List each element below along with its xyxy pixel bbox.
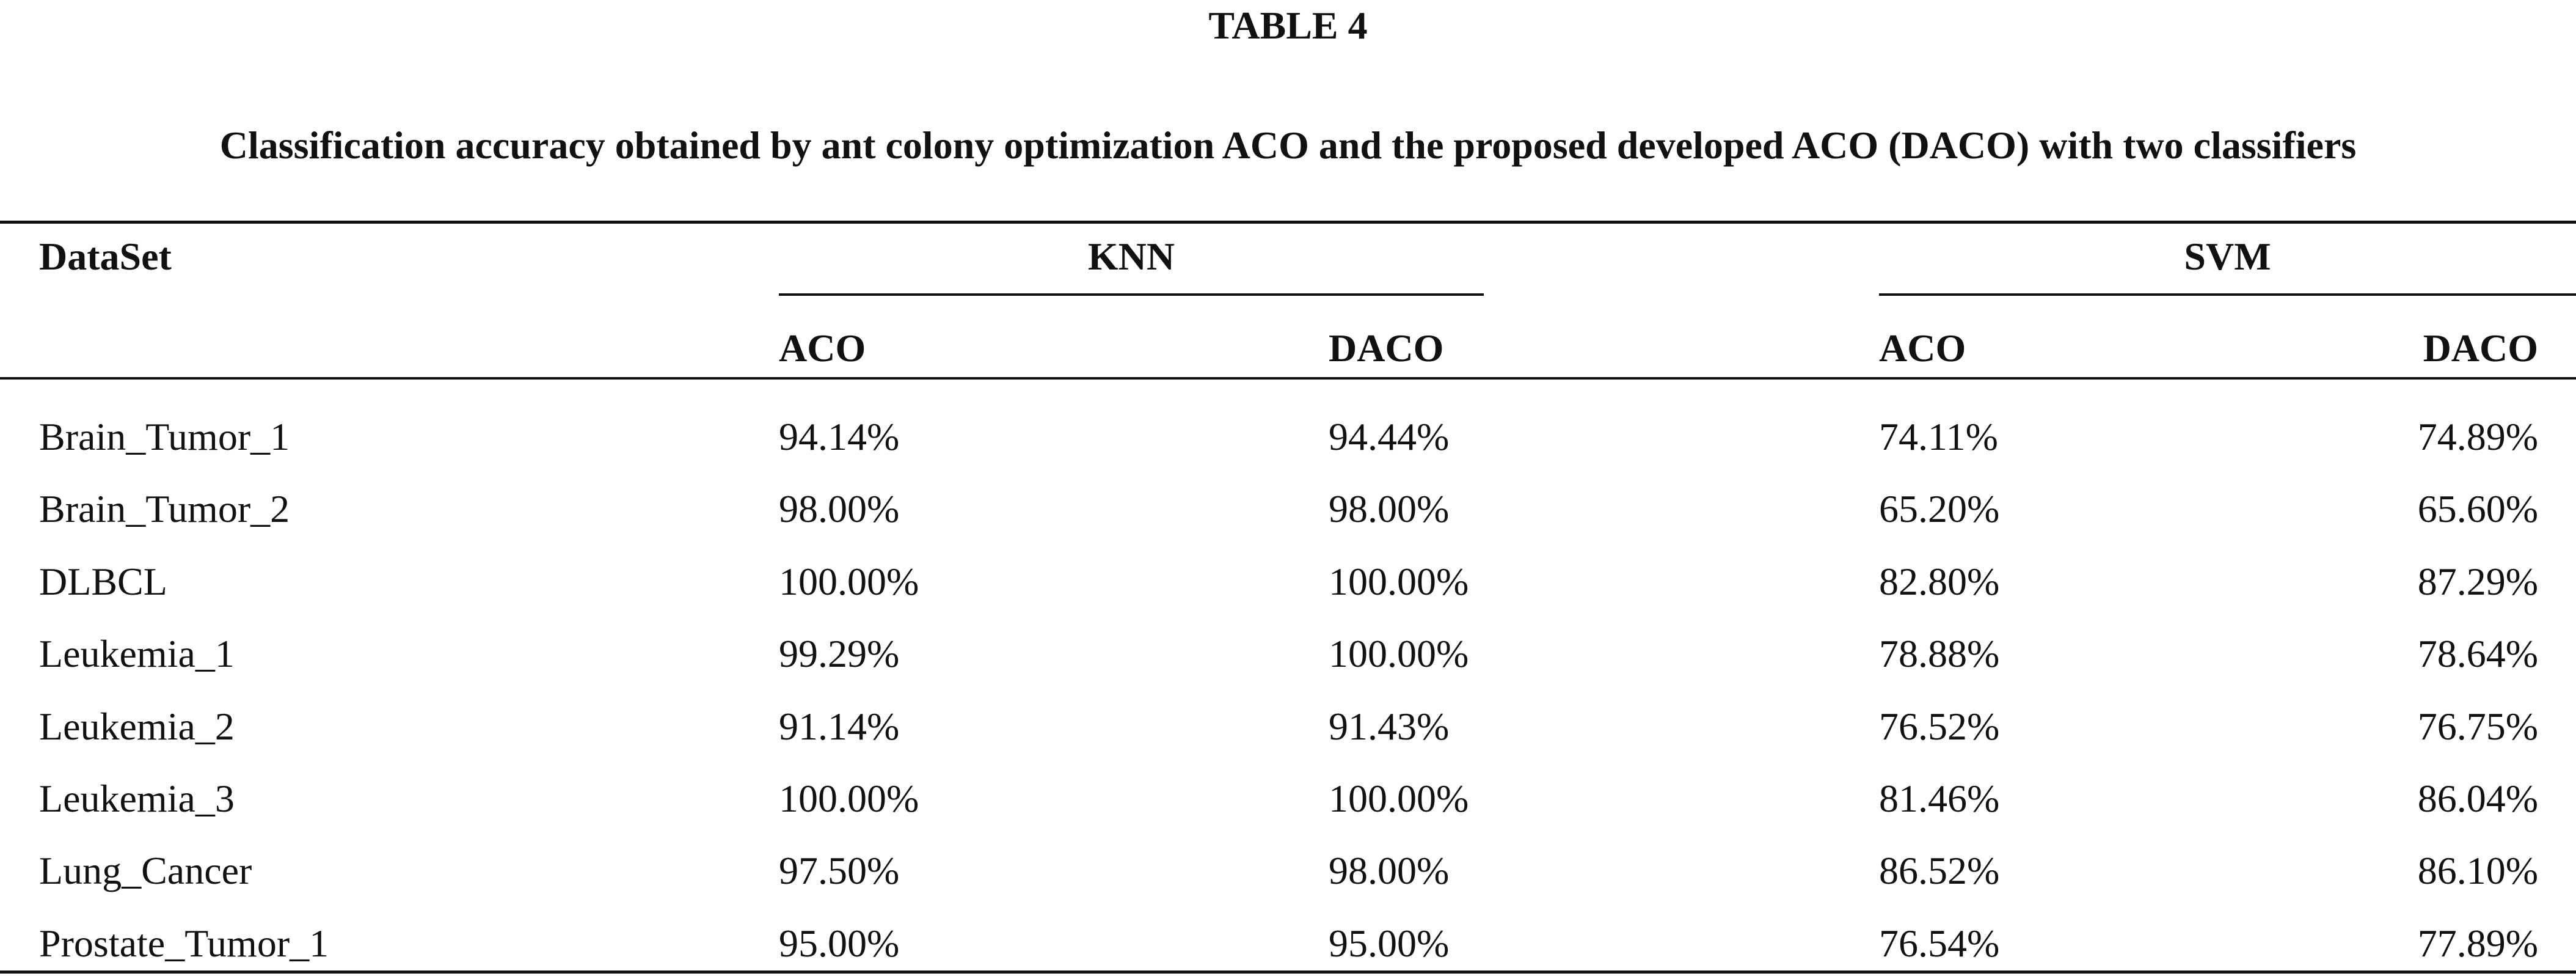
cell-svm-daco: 74.89% — [2417, 415, 2538, 458]
cell-dataset: Prostate_Tumor_1 — [39, 922, 329, 965]
cell-knn-aco: 100.00% — [779, 560, 919, 603]
header-knn-aco: ACO — [779, 326, 866, 370]
bottom-rule — [0, 970, 2576, 974]
cell-knn-daco: 100.00% — [1329, 777, 1469, 820]
cell-svm-aco: 78.88% — [1879, 632, 2000, 675]
table-caption: Classification accuracy obtained by ant … — [219, 123, 2357, 167]
cell-knn-aco: 91.14% — [779, 705, 900, 748]
cell-svm-daco: 87.29% — [2417, 560, 2538, 603]
cell-knn-aco: 100.00% — [779, 777, 919, 820]
cell-svm-daco: 86.10% — [2417, 849, 2538, 892]
cell-knn-daco: 95.00% — [1329, 922, 1450, 965]
cell-knn-daco: 98.00% — [1329, 849, 1450, 892]
cell-svm-aco: 76.52% — [1879, 705, 2000, 748]
header-rule — [0, 377, 2576, 380]
header-knn-daco: DACO — [1329, 326, 1444, 370]
cell-knn-aco: 94.14% — [779, 415, 900, 458]
cell-svm-daco: 76.75% — [2417, 705, 2538, 748]
cell-svm-daco: 78.64% — [2417, 632, 2538, 675]
knn-group-rule — [779, 293, 1484, 296]
cell-dataset: DLBCL — [39, 560, 167, 603]
cell-dataset: Lung_Cancer — [39, 849, 252, 892]
header-svm-aco: ACO — [1879, 326, 1966, 370]
cell-svm-aco: 86.52% — [1879, 849, 2000, 892]
cell-svm-daco: 65.60% — [2417, 487, 2538, 530]
header-group-knn: KNN — [1087, 235, 1175, 278]
cell-dataset: Brain_Tumor_1 — [39, 415, 290, 458]
cell-knn-aco: 99.29% — [779, 632, 900, 675]
cell-knn-daco: 91.43% — [1329, 705, 1450, 748]
header-dataset: DataSet — [39, 235, 172, 278]
cell-dataset: Leukemia_3 — [39, 777, 235, 820]
cell-svm-daco: 77.89% — [2417, 922, 2538, 965]
cell-svm-aco: 82.80% — [1879, 560, 2000, 603]
cell-knn-daco: 100.00% — [1329, 632, 1469, 675]
cell-dataset: Leukemia_1 — [39, 632, 235, 675]
header-group-svm: SVM — [2184, 235, 2271, 278]
top-rule — [0, 221, 2576, 224]
cell-svm-aco: 76.54% — [1879, 922, 2000, 965]
cell-dataset: Leukemia_2 — [39, 705, 235, 748]
cell-knn-aco: 98.00% — [779, 487, 900, 530]
header-svm-daco: DACO — [2423, 326, 2538, 370]
cell-knn-aco: 95.00% — [779, 922, 900, 965]
cell-svm-aco: 65.20% — [1879, 487, 2000, 530]
cell-svm-aco: 74.11% — [1879, 415, 1998, 458]
cell-dataset: Brain_Tumor_2 — [39, 487, 290, 530]
cell-knn-daco: 100.00% — [1329, 560, 1469, 603]
cell-svm-aco: 81.46% — [1879, 777, 2000, 820]
svm-group-rule — [1879, 293, 2576, 296]
table-label: TABLE 4 — [1208, 4, 1368, 47]
cell-knn-daco: 94.44% — [1329, 415, 1450, 458]
cell-knn-daco: 98.00% — [1329, 487, 1450, 530]
cell-knn-aco: 97.50% — [779, 849, 900, 892]
cell-svm-daco: 86.04% — [2417, 777, 2538, 820]
